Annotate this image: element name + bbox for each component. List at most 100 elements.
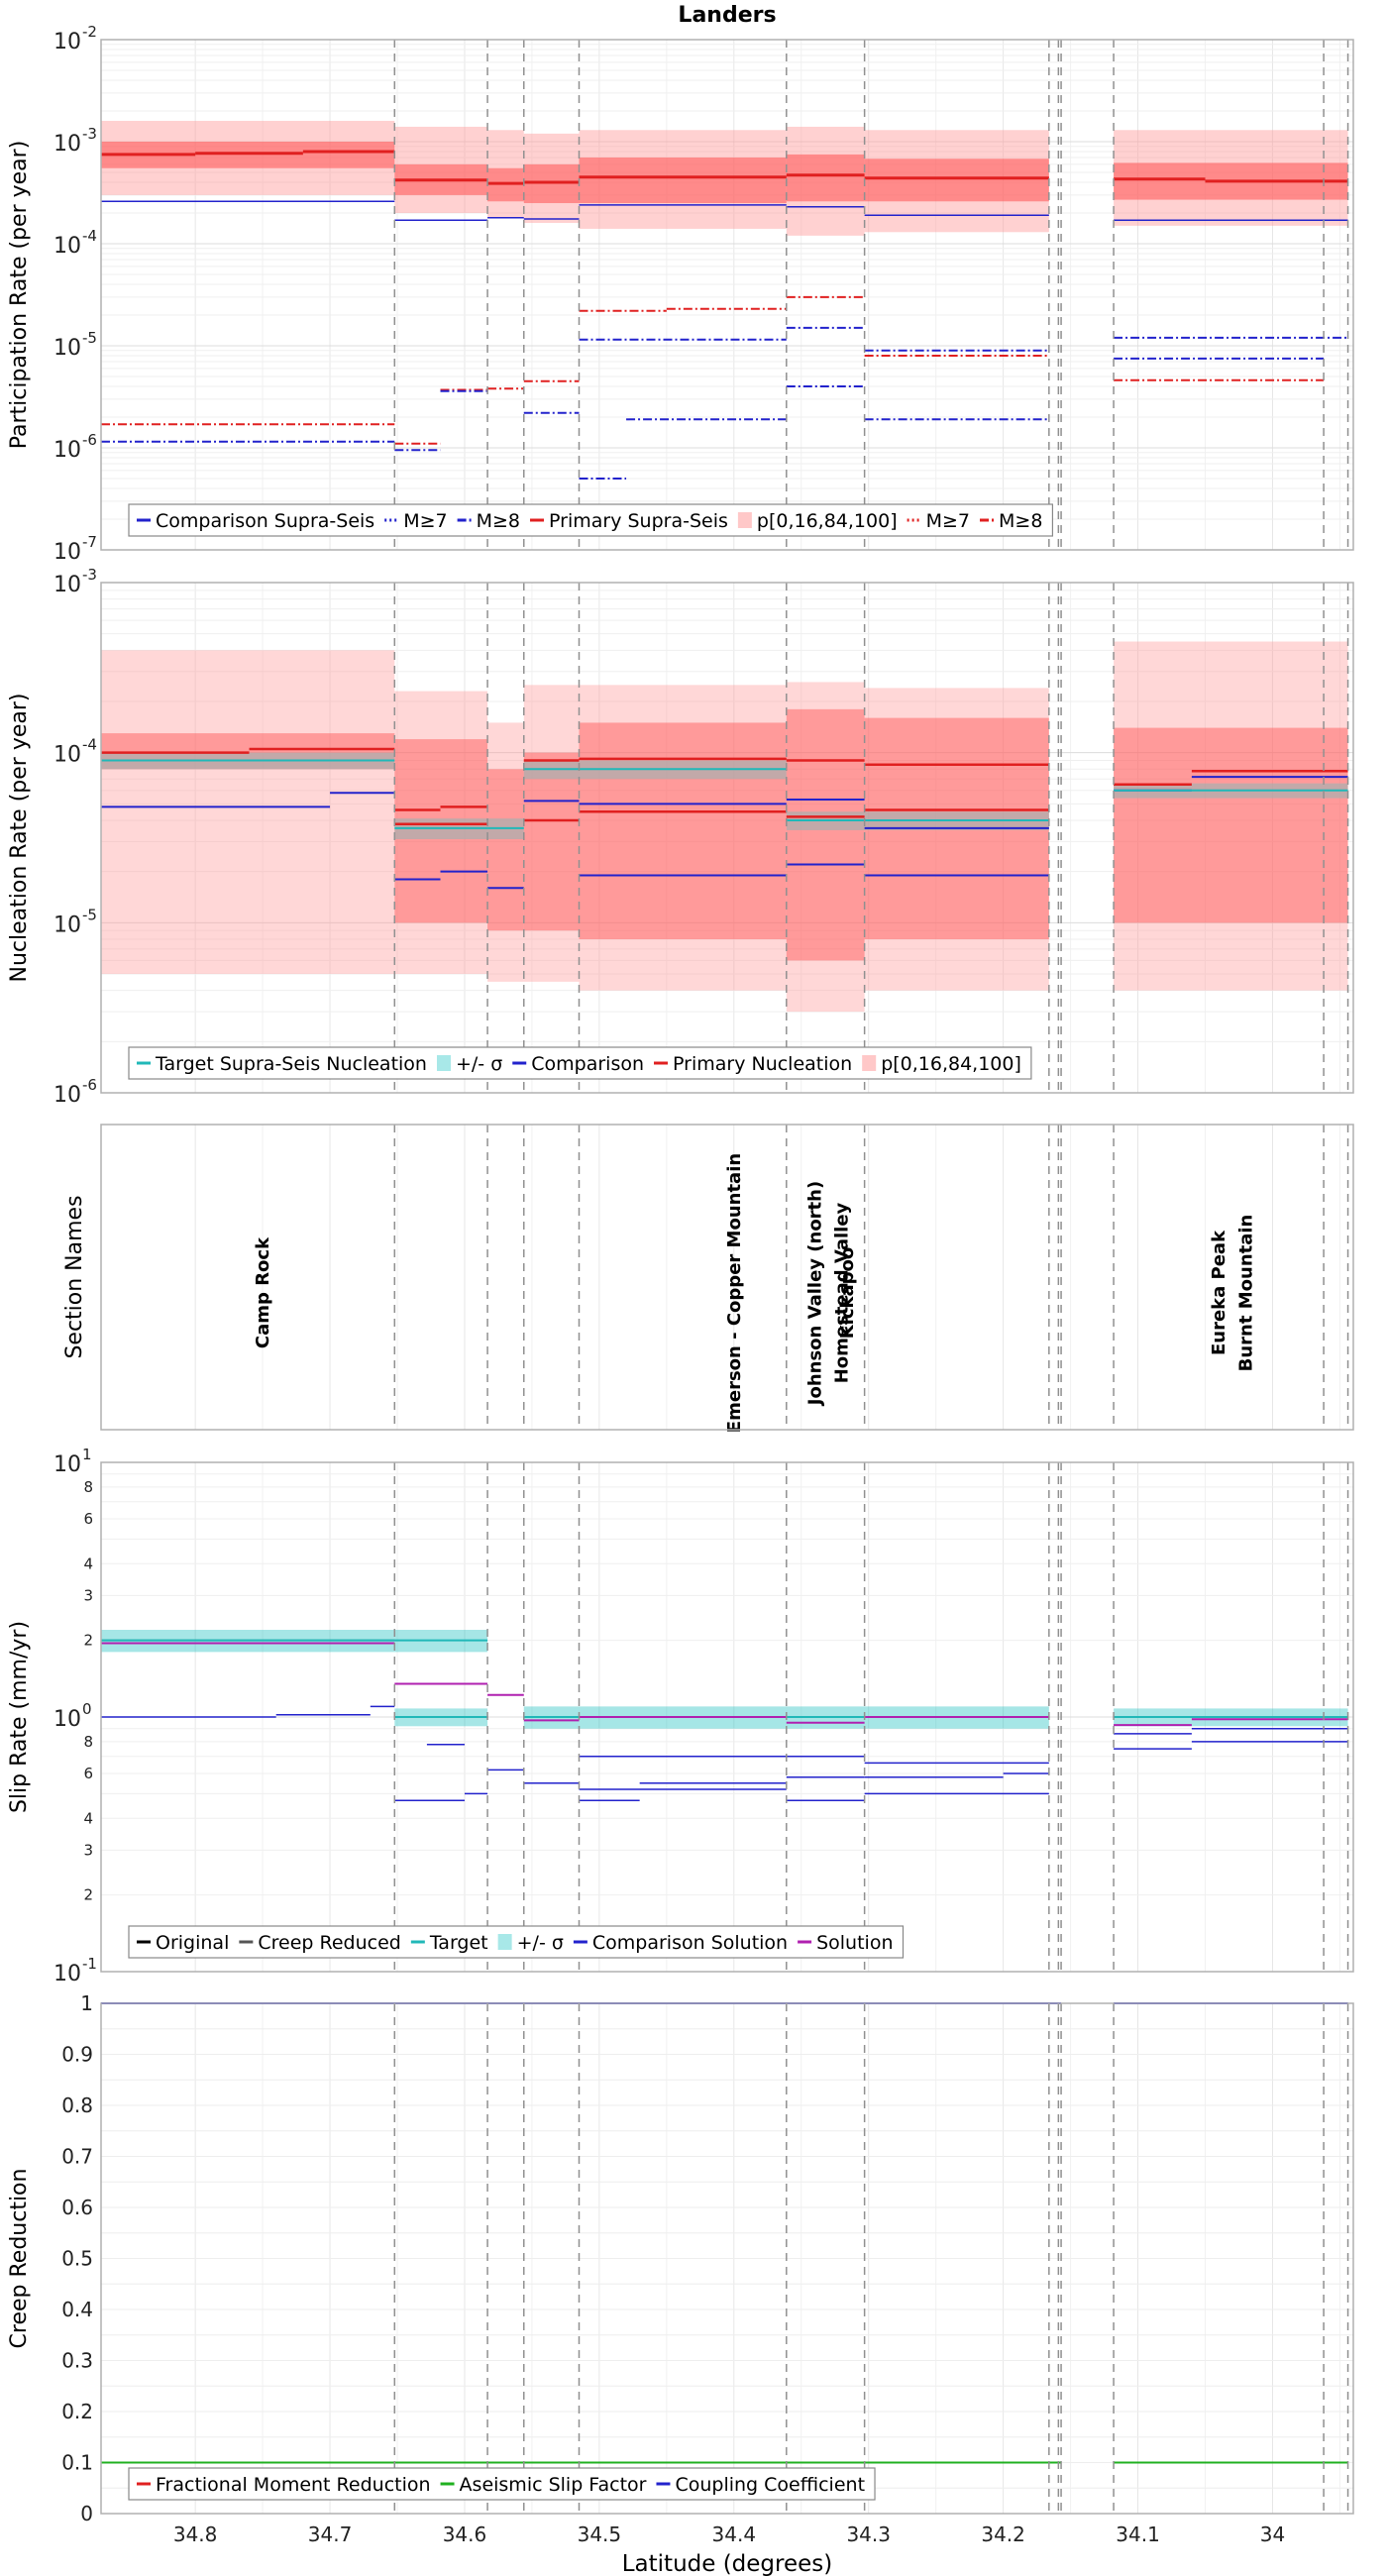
legend-box: [128, 2467, 876, 2501]
slip-legend: Original Creep Reduced Target +/- σ Comparis…: [128, 1925, 905, 1959]
y-axis-label: Slip Rate (mm/yr): [7, 1621, 32, 1813]
y-tick-label: 10: [53, 438, 81, 463]
x-tick-label: 34.6: [443, 2522, 487, 2546]
y-tick-label: 10: [53, 573, 81, 597]
x-tick-label: 34.3: [846, 2522, 891, 2546]
legend-box: [128, 1046, 1032, 1080]
x-axis-label: Latitude (degrees): [622, 2551, 833, 2576]
y-tick-label: 10: [53, 1452, 81, 1477]
legend-label: Primary Nucleation: [673, 1053, 852, 1075]
participation-legend: Comparison Supra-Seis M≥7 M≥8 Primary Supra…: [128, 503, 1054, 537]
legend-label: Comparison Supra-Seis: [156, 510, 374, 532]
section-name: Camp Rock: [253, 1236, 273, 1348]
legend-label: Creep Reduced: [258, 1932, 400, 1954]
legend-label: M≥7: [403, 510, 447, 532]
y-tick-label: 4: [83, 1809, 93, 1827]
legend-box: [128, 503, 1054, 537]
nucleation-frame: [100, 582, 1354, 1094]
legend-label: p[0,16,84,100]: [881, 1053, 1021, 1075]
legend-label: Target Supra-Seis Nucleation: [155, 1053, 427, 1075]
y-tick-label: 10: [53, 234, 81, 259]
legend-swatch: [497, 1934, 512, 1950]
section-name: Emerson - Copper Mountain: [724, 1153, 745, 1433]
y-axis-label: Nucleation Rate (per year): [7, 694, 32, 983]
y-tick-label: 3: [83, 1841, 93, 1859]
y-tick-exponent: 0: [82, 1700, 92, 1718]
legend-swatch: [737, 512, 752, 528]
legend-box: [128, 1925, 905, 1959]
uncertainty-band: [487, 722, 524, 982]
y-tick-label: 2: [83, 1886, 93, 1904]
y-tick-exponent: -5: [82, 329, 97, 347]
y-tick-label: 1: [80, 1991, 93, 2015]
y-tick-label: 6: [83, 1765, 93, 1782]
legend-label: +/- σ: [456, 1053, 502, 1075]
uncertainty-band: [864, 159, 1049, 202]
y-tick-label: 10: [53, 1083, 81, 1108]
y-axis-label: Section Names: [62, 1195, 87, 1358]
legend-label: Aseismic Slip Factor: [460, 2474, 647, 2496]
section-name: Burnt Mountain: [1235, 1215, 1256, 1372]
legend-label: M≥7: [926, 510, 970, 532]
y-tick-label: 8: [83, 1733, 93, 1751]
sections-panel: Camp Rock Emerson - Copper Mountain Johnso…: [62, 1124, 1354, 1433]
y-tick-exponent: -5: [82, 906, 97, 923]
x-tick-label: 34.2: [981, 2522, 1025, 2546]
nucleation-legend: Target Supra-Seis Nucleation +/- σ Compari…: [128, 1046, 1032, 1080]
y-tick-exponent: -3: [82, 125, 97, 143]
y-tick-label: 0: [80, 2502, 93, 2525]
uncertainty-band: [579, 157, 787, 204]
y-tick-label: 4: [83, 1555, 93, 1572]
uncertainty-band: [786, 708, 865, 961]
y-tick-label: 0.7: [61, 2145, 93, 2169]
y-tick-label: 0.9: [61, 2043, 93, 2067]
section-name: Homestead Valley: [832, 1202, 853, 1383]
participation-frame: [100, 39, 1354, 551]
section-name: Kickapoo: [837, 1247, 858, 1340]
y-tick-label: 10: [53, 540, 81, 565]
x-tick-label: 34.1: [1116, 2522, 1160, 2546]
uncertainty-band: [523, 752, 580, 931]
y-tick-label: 0.3: [61, 2349, 93, 2373]
y-tick-label: 0.4: [61, 2298, 93, 2321]
uncertainty-band: [487, 769, 524, 931]
x-tick-label: 34.7: [308, 2522, 353, 2546]
uncertainty-band: [864, 688, 1049, 991]
y-axis-label: Participation Rate (per year): [7, 141, 32, 450]
y-tick-label: 2: [83, 1632, 93, 1650]
uncertainty-band: [579, 722, 787, 939]
legend-label: Solution: [816, 1932, 893, 1954]
y-tick-label: 3: [83, 1586, 93, 1604]
chart-title: Landers: [678, 3, 776, 28]
y-tick-exponent: -3: [82, 566, 97, 584]
creep-legend: Fractional Moment Reduction Aseismic Slip…: [128, 2467, 876, 2501]
y-tick-label: 0.2: [61, 2400, 93, 2423]
legend-label: Fractional Moment Reduction: [156, 2474, 431, 2496]
y-tick-exponent: -4: [82, 227, 97, 245]
section-name: Eureka Peak: [1209, 1230, 1229, 1355]
y-tick-label: 0.5: [61, 2247, 93, 2271]
slip-frame: [100, 1461, 1354, 1973]
uncertainty-band: [101, 650, 395, 975]
y-tick-exponent: 1: [82, 1446, 92, 1463]
sections-frame: [100, 1124, 1354, 1431]
legend-label: Target: [429, 1932, 488, 1954]
y-tick-label: 6: [83, 1510, 93, 1528]
legend-label: Original: [156, 1932, 229, 1954]
legend-label: Comparison: [531, 1053, 644, 1075]
participation-plot-area: [101, 40, 1353, 550]
nucleation-plot-area: [101, 583, 1353, 1093]
x-tick-label: 34: [1260, 2522, 1285, 2546]
creep-frame: [100, 2002, 1354, 2515]
legend-label: M≥8: [999, 510, 1042, 532]
y-tick-label: 10: [53, 912, 81, 937]
y-tick-label: 10: [53, 336, 81, 361]
legend-swatch: [862, 1055, 877, 1071]
legend-label: M≥8: [477, 510, 520, 532]
uncertainty-band: [1114, 727, 1348, 923]
legend-label: p[0,16,84,100]: [757, 510, 898, 532]
y-tick-exponent: -2: [82, 23, 97, 41]
y-tick-exponent: -4: [82, 736, 97, 754]
